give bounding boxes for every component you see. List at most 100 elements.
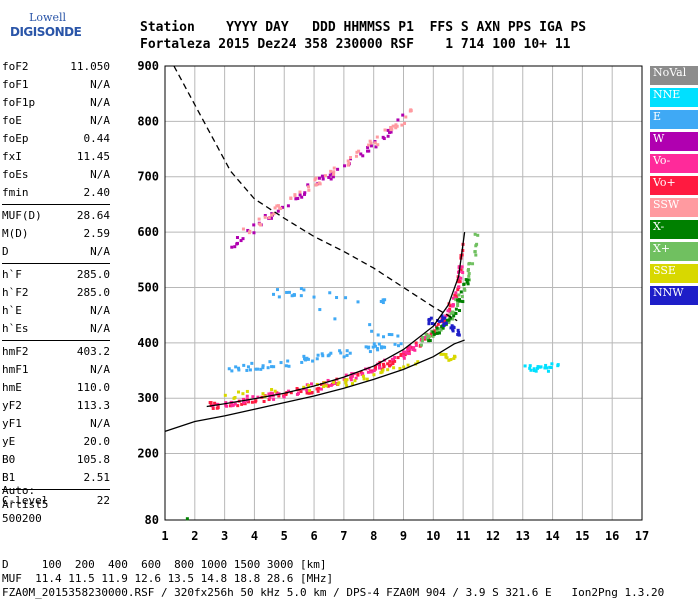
auto-label: Auto: (2, 484, 36, 497)
echo-point (315, 387, 319, 391)
echo-point (393, 359, 397, 363)
echo-point (272, 397, 276, 401)
echo-point (451, 327, 455, 331)
echo-point (277, 295, 281, 299)
echo-point (454, 307, 458, 311)
legend-item: NNE (650, 88, 698, 107)
echo-point (456, 288, 460, 292)
echo-point (361, 372, 365, 376)
echo-point (213, 401, 217, 405)
echo-point (406, 363, 410, 367)
echo-point (460, 265, 464, 269)
logo-line1: Lowell (29, 11, 66, 24)
echo-point (314, 183, 318, 187)
echo-point (548, 365, 552, 369)
echo-point (368, 350, 372, 354)
series-o-trace-vo- (211, 265, 465, 408)
echo-point (270, 388, 274, 392)
echo-point (267, 216, 271, 220)
echo-point (458, 299, 462, 303)
echo-point (454, 291, 458, 295)
echo-point (349, 378, 353, 382)
echo-point (444, 355, 448, 359)
param-name: h`F (2, 268, 22, 281)
echo-point (455, 294, 459, 298)
echo-point (447, 318, 451, 322)
param-row: h`E N/A (2, 302, 110, 320)
param-row: B1 2.51 (2, 469, 110, 487)
echo-point (467, 262, 471, 266)
echo-point (329, 177, 333, 181)
echo-point (368, 139, 372, 143)
footer-muf: MUF 11.4 11.5 11.9 12.6 13.5 14.8 18.8 2… (2, 572, 334, 585)
auto-program: Artist5 (2, 498, 49, 511)
echo-point (302, 288, 306, 292)
echo-point (306, 183, 310, 187)
echo-point (372, 373, 376, 377)
echo-point (284, 392, 288, 396)
echo-point (245, 394, 249, 398)
echo-point (448, 310, 452, 314)
echo-point (356, 300, 360, 304)
echo-point (438, 320, 442, 324)
echo-point (237, 366, 241, 370)
echo-point (431, 334, 435, 338)
echo-point (294, 197, 298, 201)
param-name: B1 (2, 471, 16, 484)
echo-point (395, 124, 399, 128)
logo-line2: DIGISONDE (10, 25, 82, 39)
echo-point (302, 192, 306, 196)
echo-point (549, 366, 553, 370)
echo-point (263, 215, 267, 219)
echo-point (241, 392, 245, 396)
series-multi-hop-ssw- (241, 108, 413, 235)
echo-point (228, 404, 232, 408)
echo-point (305, 388, 309, 392)
line-o-trace-fit (206, 232, 466, 408)
echo-point (313, 178, 317, 182)
echo-point (273, 206, 277, 210)
echo-point (356, 372, 360, 376)
echo-point (343, 164, 347, 168)
echo-point (275, 204, 279, 208)
x-tick-label: 14 (545, 529, 559, 543)
echo-point (388, 359, 392, 363)
echo-point (235, 242, 239, 246)
echo-point (342, 355, 346, 359)
echo-point (383, 345, 387, 349)
echo-point (237, 390, 241, 394)
param-row: D N/A (2, 243, 110, 261)
legend-item: SSE (650, 264, 698, 283)
param-row: hmF2 403.2 (2, 343, 110, 361)
param-name: fmin (2, 186, 29, 199)
param-name: h`F2 (2, 286, 29, 299)
echo-point (346, 163, 350, 167)
echo-point (474, 253, 478, 257)
echo-point (304, 358, 308, 362)
legend: NoVal NNE E W Vo- Vo+ SSW X- X+ SSE NNW (650, 66, 698, 308)
echo-point (346, 159, 350, 163)
echo-point (388, 130, 392, 134)
param-row: B0 105.8 (2, 451, 110, 469)
param-row: foEp 0.44 (2, 130, 110, 148)
echo-point (273, 389, 277, 393)
param-row: C-level 22 (2, 492, 110, 510)
echo-point (427, 322, 431, 326)
echo-point (303, 191, 307, 195)
echo-point (359, 370, 363, 374)
echo-point (366, 346, 370, 350)
echo-point (543, 366, 547, 370)
echo-point (441, 316, 445, 320)
legend-item: X- (650, 220, 698, 239)
echo-point (286, 359, 290, 363)
echo-point (345, 349, 349, 353)
param-name: foEp (2, 132, 29, 145)
param-row: yE 20.0 (2, 433, 110, 451)
echo-point (347, 161, 351, 165)
echo-point (277, 394, 281, 398)
param-name: hmF1 (2, 363, 29, 376)
echo-point (462, 287, 466, 291)
echo-point (242, 363, 246, 367)
echo-point (466, 282, 470, 286)
